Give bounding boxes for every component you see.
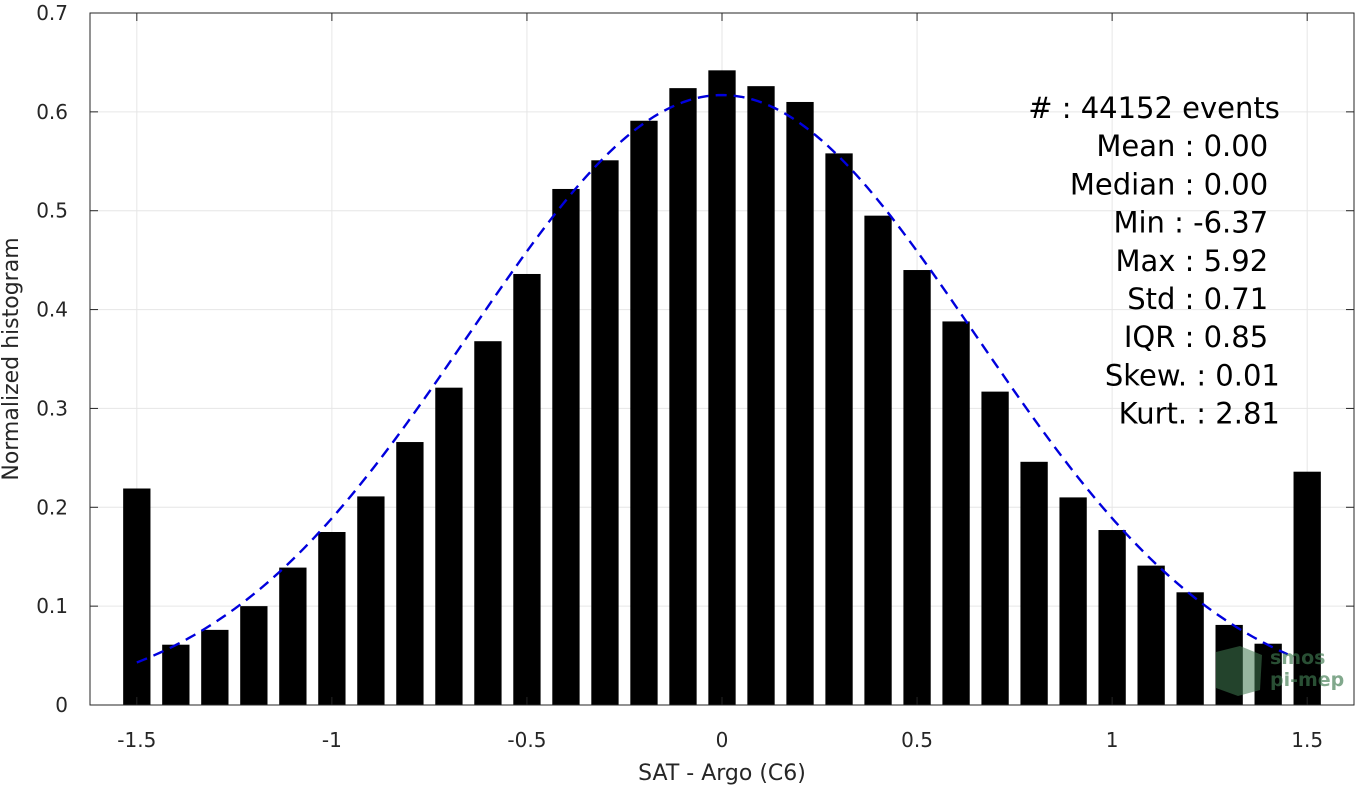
histogram-bar: [513, 273, 541, 705]
stat-line: Mean : 0.00: [1096, 129, 1268, 163]
histogram-bar: [591, 160, 619, 706]
histogram-bar: [357, 496, 385, 705]
histogram-bar: [318, 532, 346, 705]
y-tick-label: 0.6: [36, 100, 68, 124]
histogram-bar: [474, 341, 502, 705]
stat-line: Median : 0.00: [1070, 167, 1268, 201]
y-tick-label: 0.1: [36, 594, 68, 618]
histogram-bar: [708, 70, 736, 705]
histogram-bar: [669, 88, 697, 706]
x-tick-label: 0.5: [901, 728, 933, 752]
y-tick-label: 0.2: [36, 495, 68, 519]
gaussian-fit-curve: [136, 93, 1289, 664]
x-axis-label: SAT - Argo (C6): [638, 761, 806, 786]
x-tick-label: 1.5: [1291, 728, 1323, 752]
histogram-bars: [123, 70, 1321, 706]
histogram-bar: [903, 270, 931, 705]
logo-shape-icon: [1216, 646, 1262, 696]
gaussian-fit-line: [136, 93, 1289, 664]
histogram-bar: [1293, 471, 1321, 705]
histogram-bar: [747, 86, 775, 705]
stat-line: Std : 0.71: [1127, 282, 1268, 316]
stat-line: # : 44152 events: [1028, 91, 1280, 125]
stat-line: Kurt. : 2.81: [1119, 397, 1280, 431]
histogram-bar: [1020, 461, 1048, 705]
y-tick-label: 0: [55, 693, 68, 717]
stat-line: IQR : 0.85: [1124, 320, 1268, 354]
histogram-bar: [981, 391, 1009, 705]
y-tick-label: 0.3: [36, 396, 68, 420]
histogram-bar: [240, 606, 268, 705]
y-axis-label: Normalized histogram: [0, 237, 24, 480]
y-tick-label: 0.7: [36, 1, 68, 25]
histogram-bar: [1137, 565, 1165, 705]
x-tick-label: -0.5: [507, 728, 546, 752]
statistics-box: # : 44152 events Mean : 0.00 Median : 0.00…: [1028, 91, 1280, 431]
histogram-bar: [1059, 497, 1087, 705]
logo-text-line1: smos: [1270, 647, 1325, 669]
histogram-bar: [942, 321, 970, 705]
histogram-bar: [435, 387, 463, 705]
x-tick-label: 0: [716, 728, 729, 752]
x-tick-label: -1.5: [117, 728, 156, 752]
histogram-bar: [162, 644, 190, 705]
logo-text-line2: pi-mep: [1270, 669, 1344, 691]
histogram-bar: [201, 629, 229, 705]
stat-line: Min : -6.37: [1113, 206, 1268, 240]
histogram-bar: [864, 215, 892, 705]
y-axis-ticks: 0 0.1 0.2 0.3 0.4 0.5 0.6 0.7: [36, 1, 1354, 717]
stat-line: Max : 5.92: [1115, 244, 1268, 278]
histogram-bar: [396, 442, 424, 705]
histogram-bar: [1098, 530, 1126, 705]
stat-line: Skew. : 0.01: [1105, 358, 1280, 392]
histogram-bar: [786, 101, 814, 705]
x-tick-label: 1: [1106, 728, 1119, 752]
histogram-bar: [279, 567, 307, 705]
histogram-bar: [825, 153, 853, 705]
y-tick-label: 0.5: [36, 199, 68, 223]
histogram-bar: [552, 188, 580, 706]
histogram-bar: [630, 120, 658, 706]
x-tick-label: -1: [322, 728, 342, 752]
histogram-bar: [123, 488, 151, 705]
histogram-bar: [1176, 592, 1204, 705]
y-tick-label: 0.4: [36, 298, 68, 322]
x-axis-ticks: -1.5 -1 -0.5 0 0.5 1 1.5: [117, 13, 1323, 752]
